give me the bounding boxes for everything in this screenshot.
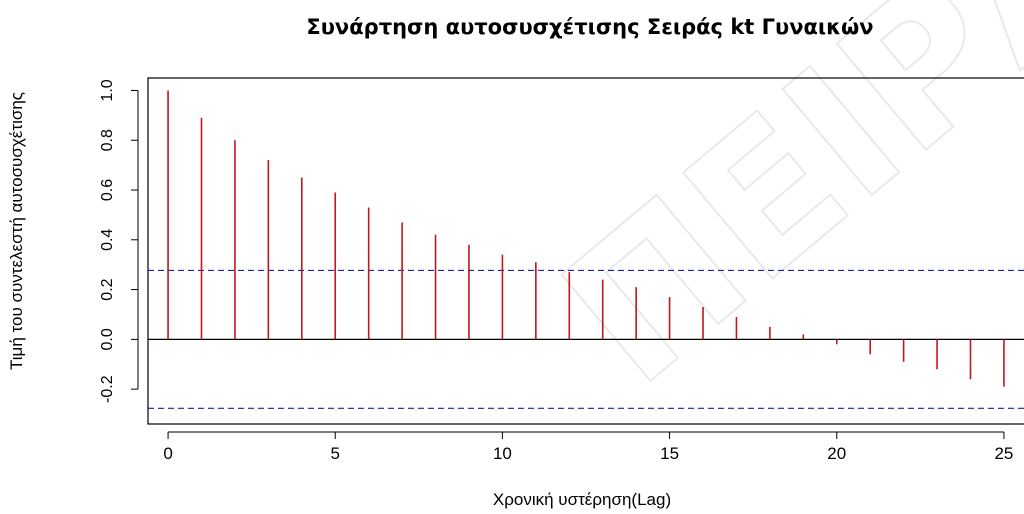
x-tick-label-15: 15	[660, 444, 679, 463]
y-tick-label-5: 0.8	[99, 129, 116, 151]
plot-area: 0 5 10 15 20 25 -0.2 0.0 0.2 0.4 0.6 0.8 1.0	[99, 77, 1024, 463]
y-tick-label-0: -0.2	[99, 375, 116, 403]
watermark-logo: ΠΕΙΡΑΙΩΣ	[524, 0, 1024, 426]
y-tick-label-6: 1.0	[99, 79, 116, 101]
x-tick-label-10: 10	[493, 444, 512, 463]
x-tick-label-0: 0	[163, 444, 172, 463]
y-tick-label-1: 0.0	[99, 328, 116, 350]
x-tick-label-20: 20	[827, 444, 846, 463]
x-tick-label-5: 5	[331, 444, 340, 463]
plot-frame	[147, 77, 1024, 425]
x-axis-label: Χρονική υστέρηση(Lag)	[493, 490, 671, 509]
y-tick-label-3: 0.4	[99, 229, 116, 251]
y-tick-label-2: 0.2	[99, 278, 116, 300]
y-tick-label-4: 0.6	[99, 179, 116, 201]
x-tick-label-25: 25	[994, 444, 1013, 463]
chart-title: Συνάρτηση αυτοσυσχέτισης Σειράς kt Γυναι…	[306, 15, 873, 39]
y-axis-label: Τιμή του συντελεστή αυτοσυσχέτισης	[7, 92, 26, 370]
